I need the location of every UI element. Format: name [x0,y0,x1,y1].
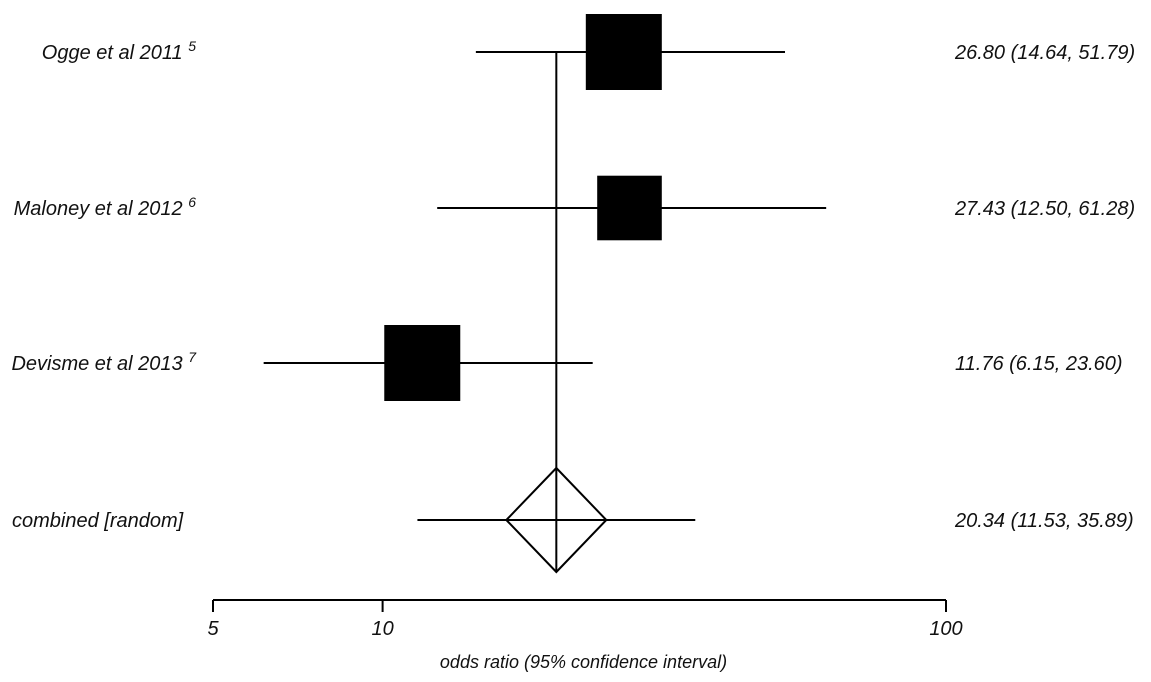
x-tick-label: 5 [207,618,219,640]
combined-ci-text: 20.34 (11.53, 35.89) [954,510,1134,532]
study-box [597,175,662,241]
study-box [585,14,662,90]
study-label: Ogge et al 2011 5 [42,38,196,64]
study-ci-text: 11.76 (6.15, 23.60) [955,353,1123,375]
study-ci-text: 26.80 (14.64, 51.79) [954,42,1135,64]
study-box [384,325,461,401]
combined-diamond [504,466,608,574]
x-axis-label: odds ratio (95% confidence interval) [440,652,727,672]
x-tick-label: 100 [929,618,962,640]
study-label: Devisme et al 2013 7 [11,349,197,375]
combined-label: combined [random] [12,510,184,532]
x-tick-label: 10 [371,618,393,640]
study-label: Maloney et al 2012 6 [14,194,197,220]
study-ci-text: 27.43 (12.50, 61.28) [954,198,1135,220]
